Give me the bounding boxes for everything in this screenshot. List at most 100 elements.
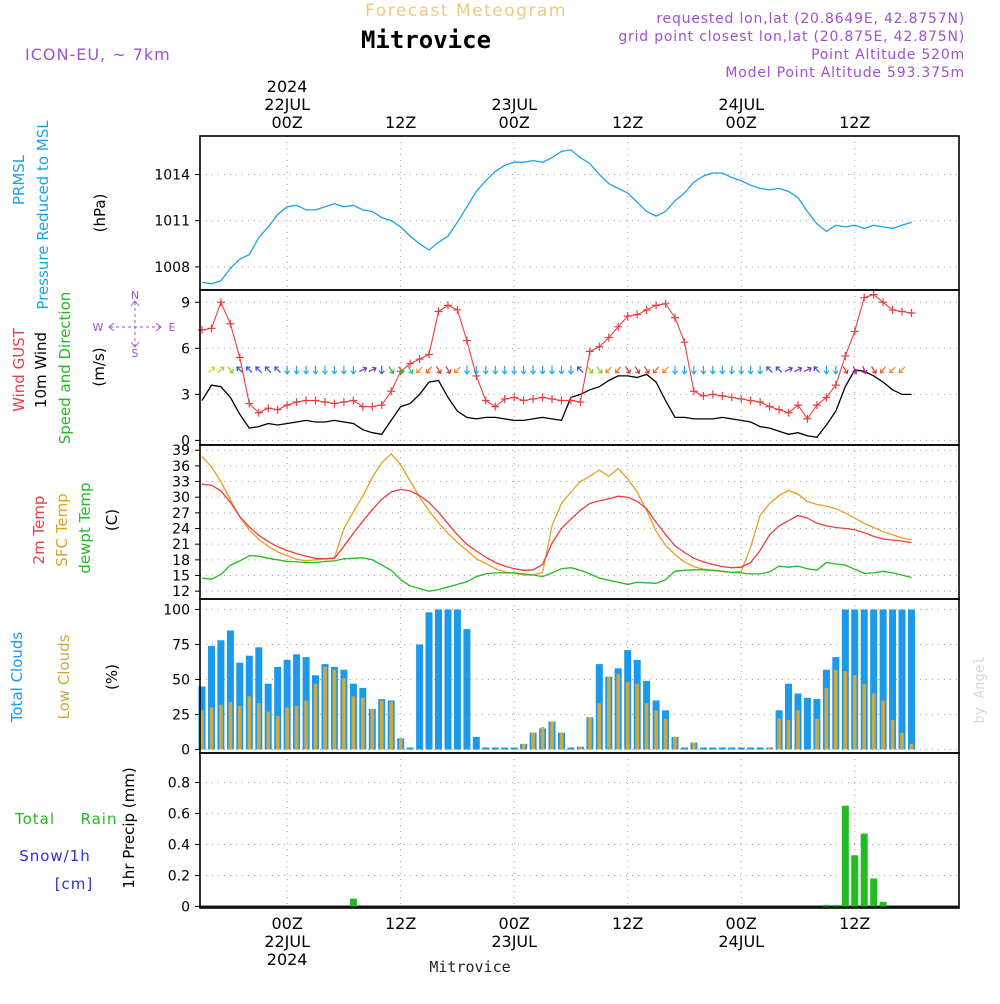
y-tick-label: 12	[172, 584, 190, 600]
total-cloud-bar	[217, 640, 225, 750]
pressure-line	[201, 149, 808, 285]
y-tick-label: 33	[172, 475, 190, 491]
wind-gust-point	[737, 394, 746, 403]
wind-gust-point	[718, 391, 727, 400]
wind-direction-arrow	[492, 365, 499, 375]
low-cloud-bar	[588, 717, 592, 750]
wind-gust-point	[604, 333, 613, 342]
wind-direction-arrow	[766, 366, 773, 374]
wind-direction-arrow	[747, 365, 754, 375]
low-cloud-bar	[550, 721, 554, 750]
low-cloud-bar	[909, 743, 914, 750]
y-tick-label: 15	[172, 569, 190, 585]
low-cloud-bar	[796, 710, 800, 750]
wind-direction-arrow	[368, 366, 377, 373]
low-cloud-bar	[871, 693, 876, 750]
wind-gust-point	[680, 338, 689, 347]
wind-direction-arrow	[823, 365, 830, 375]
wind-direction-arrow	[634, 366, 641, 375]
wind-gust-point	[453, 305, 462, 314]
wind-gust-point	[812, 401, 821, 410]
location-title: Mitrovice	[361, 26, 491, 54]
credit-watermark: by Angel	[972, 656, 988, 723]
wind-direction-arrow	[416, 366, 423, 374]
y-tick-label: 6	[181, 341, 190, 357]
temp-2m-line	[201, 483, 912, 571]
wind-direction-arrow	[681, 365, 688, 375]
wind-gust-point	[434, 307, 443, 316]
y-tick-label: 3	[181, 387, 190, 403]
wind-direction-arrow	[245, 366, 253, 374]
total-cloud-bar	[406, 747, 414, 750]
time-label-bottom: 12Z	[839, 914, 870, 933]
total-cloud-bar	[226, 630, 234, 750]
y-tick-label: 0.2	[168, 868, 190, 884]
wind-gust-point	[708, 390, 717, 399]
gridpoint-coords: grid point closest lon,lat (20.875E, 42.…	[618, 29, 965, 45]
total-cloud-bar	[482, 747, 490, 750]
wind-gust-point	[642, 305, 651, 314]
wind-direction-arrow	[264, 366, 272, 374]
wind-gust-point	[756, 398, 765, 407]
panel-frame	[199, 752, 960, 909]
wind-gust-point	[831, 381, 840, 390]
total-cloud-bar	[718, 747, 726, 750]
wind-direction-arrow	[803, 366, 812, 373]
wind-gust-point	[302, 396, 311, 405]
wind-direction-arrow	[644, 366, 650, 375]
wind-gust-point	[387, 387, 396, 396]
requested-coords: requested lon,lat (20.8649E, 42.8757N)	[656, 11, 965, 27]
wind-gust-point	[623, 312, 632, 321]
low-cloud-bar	[342, 678, 346, 750]
rain-bar	[851, 855, 859, 907]
low-cloud-bar	[881, 700, 885, 750]
rain-bar	[822, 904, 830, 907]
total-cloud-bar	[453, 609, 461, 750]
low-cloud-bar	[635, 683, 639, 750]
low-cloud-bar	[673, 736, 677, 750]
wind-direction-arrow	[728, 365, 735, 375]
wind-gust-point	[481, 396, 490, 405]
compass-w: W	[93, 321, 104, 334]
total-cloud-bar	[510, 747, 518, 750]
wind-direction-arrow	[889, 366, 896, 374]
low-cloud-bar	[834, 669, 838, 750]
wind-gust-point	[585, 347, 594, 356]
wind-direction-arrow	[445, 366, 452, 375]
wind-gust-point	[245, 399, 254, 408]
wind-direction-arrow	[558, 365, 565, 375]
low-cloud-bar	[862, 683, 866, 750]
rain-bar	[841, 805, 849, 907]
wind-direction-arrow	[871, 366, 877, 375]
wind-10m-line	[201, 369, 912, 439]
total-cloud-bar	[756, 747, 764, 750]
low-cloud-bar	[521, 743, 526, 750]
rain-bar	[832, 904, 840, 907]
precip-rain-label: Rain	[81, 810, 118, 828]
wind-gust-point	[292, 398, 301, 407]
low-cloud-bar	[540, 727, 545, 750]
wind-direction-arrow	[511, 365, 518, 375]
low-cloud-bar	[654, 710, 658, 750]
low-cloud-bar	[361, 697, 365, 750]
rain-bar	[860, 833, 868, 907]
wind-direction-arrow	[709, 365, 716, 375]
low-cloud-bar	[351, 696, 356, 750]
wind-direction-arrow	[501, 365, 508, 375]
compass-s: S	[132, 347, 139, 360]
time-label-top: 12Z	[612, 113, 643, 132]
wind-gust-point	[746, 396, 755, 405]
total-cloud-bar	[472, 736, 480, 750]
y-tick-label: 24	[172, 522, 190, 538]
total-cloud-bar	[491, 747, 499, 750]
low-cloud-bar	[200, 710, 204, 750]
low-cloud-bar	[578, 746, 583, 750]
total-cloud-bar	[785, 683, 792, 750]
low-cloud-bar	[275, 715, 280, 750]
wind-gust-point	[349, 396, 358, 405]
total-cloud-bar	[274, 666, 282, 750]
time-label-bottom: 2024	[267, 950, 308, 969]
low-cloud-bar	[209, 707, 214, 750]
wind-direction-arrow	[775, 366, 783, 374]
panel-frame	[199, 135, 960, 291]
